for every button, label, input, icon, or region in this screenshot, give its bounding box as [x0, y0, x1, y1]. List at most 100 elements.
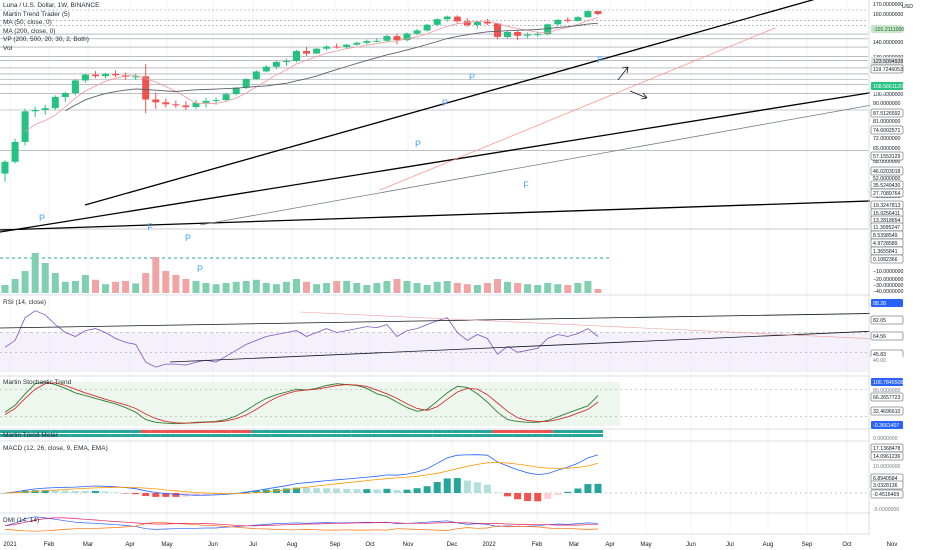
volume-bar — [11, 279, 19, 293]
time-tick-label: Nov — [887, 542, 898, 548]
time-tick-label: Feb — [532, 542, 543, 548]
rsi-title[interactable]: RSI (14, close) — [3, 299, 46, 306]
macd-histogram-bar — [483, 484, 491, 493]
symbol-title[interactable]: Luna / U.S. Dollar, 1W, BINANCE — [3, 2, 100, 9]
volume-bar — [453, 283, 461, 293]
candle-body — [272, 61, 280, 67]
meter-cell — [120, 430, 131, 433]
indicator-5[interactable]: Vol — [3, 44, 13, 52]
meter-cell — [593, 430, 604, 433]
stoch-title[interactable]: Martin Stochastic Trend — [3, 379, 72, 386]
dmi-pane[interactable] — [4, 516, 599, 532]
price-label: 80.0000000 — [873, 388, 901, 394]
dmi-title[interactable]: DMI (14, 14) — [3, 517, 40, 524]
candle-body — [423, 24, 431, 31]
price-tick-label: −40.0000000 — [873, 289, 904, 295]
time-tick-label: Mar — [83, 542, 93, 548]
price-label-box — [871, 356, 903, 364]
volume-bar — [323, 283, 331, 293]
price-label: 11.3095247 — [873, 225, 900, 231]
indicator-4[interactable]: VP (200, 500, 20, 30, 2, Both) — [3, 36, 89, 44]
stoch-pane[interactable] — [4, 381, 599, 425]
meter-cell — [472, 430, 483, 433]
candle-body — [252, 71, 260, 80]
candle-body — [152, 99, 160, 103]
candle-body — [363, 41, 371, 43]
candle-body — [102, 73, 109, 77]
meter-cell — [492, 434, 503, 437]
volume-bar — [353, 283, 361, 293]
meter-cell — [482, 430, 493, 433]
volume-bar — [162, 271, 170, 293]
meter-cell — [582, 434, 593, 437]
meter-cell — [241, 434, 252, 437]
price-label-box — [870, 166, 904, 176]
macd-pane[interactable] — [0, 454, 868, 502]
meter-cell — [70, 430, 81, 433]
volume-bar — [232, 281, 240, 293]
rsi-pane[interactable] — [0, 310, 901, 368]
volume-bar — [544, 283, 552, 293]
meter-cell — [80, 430, 91, 433]
meter-cell — [130, 434, 141, 437]
meter-cell — [402, 434, 413, 437]
volume-bars — [1, 253, 602, 293]
candle-body — [162, 102, 170, 105]
meter-cell — [452, 430, 463, 433]
macd-title[interactable]: MACD (12, 26, close, 9, EMA, EMA) — [3, 445, 108, 452]
indicator-3[interactable]: MA (200, close, 0) — [3, 27, 56, 35]
volume-bar — [423, 285, 431, 293]
trend-meter-pane[interactable] — [0, 430, 604, 437]
volume-bar — [363, 285, 371, 293]
indicator-2[interactable]: MA (50, close, 0) — [3, 19, 52, 27]
meter-cell — [191, 430, 202, 433]
volume-bar — [282, 281, 290, 293]
price-label-box — [871, 462, 903, 470]
price-label: -101.2111000 — [873, 27, 904, 33]
volume-bar — [483, 283, 491, 293]
price-label: 0.0000000 — [873, 436, 898, 442]
pane-separators — [0, 0, 932, 535]
candle-body — [343, 44, 351, 48]
volume-bar — [343, 281, 351, 293]
indicator-1[interactable]: Martin Trend Trader (5) — [3, 10, 70, 18]
candles[interactable] — [1, 10, 602, 182]
volume-bar — [504, 281, 511, 293]
time-tick-label: Mar — [569, 542, 579, 548]
time-tick-label: May — [161, 542, 172, 548]
macd-histogram-bar — [473, 482, 481, 493]
price-tick-label: 52.0000000 — [873, 176, 901, 182]
meter-cell — [120, 434, 131, 437]
time-tick-label: Apr — [605, 542, 614, 548]
macd-histogram-bar — [373, 489, 381, 493]
pivot-marker: P — [597, 55, 603, 65]
macd-histogram-bar — [282, 488, 290, 493]
meter-cell — [70, 434, 81, 437]
volume-bar — [192, 281, 200, 293]
meter-cell — [562, 434, 573, 437]
meter-cell — [562, 430, 573, 433]
pivot-labels: P P P F P P P F P — [39, 55, 603, 274]
price-axis[interactable]: 170.0000000160.0000000140.0000000130.000… — [870, 0, 932, 550]
price-label-box — [870, 315, 904, 325]
price-label-box — [870, 151, 904, 161]
meter-cell — [552, 430, 563, 433]
candle-body — [433, 19, 441, 25]
time-tick-label: Sep — [330, 542, 341, 548]
candle-body — [393, 36, 401, 41]
time-axis[interactable]: 2021 Feb Mar Apr May Jun Jul Aug Sep Oct Nov Dec 202… — [3, 542, 897, 548]
candle-body — [453, 16, 461, 22]
volume-bar — [303, 281, 310, 293]
trend-meter-title[interactable]: Martin Trend Meter — [3, 432, 58, 439]
macd-histogram-bar — [71, 490, 79, 493]
trendlines — [0, 0, 901, 233]
time-tick-label: 2022 — [482, 542, 496, 548]
meter-cell — [522, 430, 533, 433]
price-label-box — [870, 392, 904, 402]
candle-body — [323, 46, 331, 49]
meter-cell — [90, 430, 101, 433]
candle-body — [192, 102, 200, 107]
price-tick-label: 160.0000000 — [873, 12, 903, 18]
macd-histogram-bar — [152, 493, 160, 497]
